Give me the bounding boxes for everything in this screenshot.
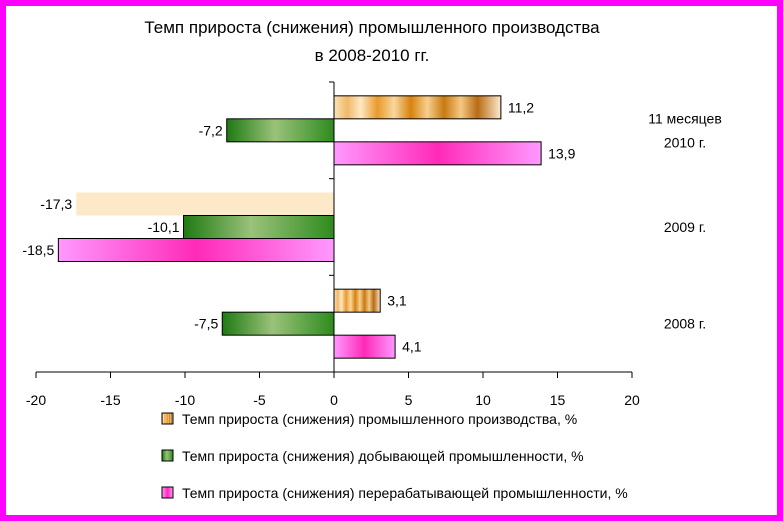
legend-swatch-mining (161, 449, 174, 462)
data-label-industrial-2008: 3,1 (387, 293, 407, 309)
data-label-industrial-2009: -17,3 (40, 196, 72, 212)
x-tick-label: 0 (330, 392, 338, 408)
bar-industrial-2008 (333, 288, 381, 313)
legend: Темп прироста (снижения) промышленного п… (161, 411, 628, 501)
bar-industrial-11m2010 (333, 95, 502, 120)
legend-swatch-industrial (161, 412, 174, 425)
bar-manufacturing-11m2010 (333, 141, 542, 166)
category-label-2009: 2009 г. (664, 219, 706, 235)
x-tick-label: -15 (100, 392, 120, 408)
bar-mining-11m2010 (226, 118, 335, 143)
x-tick-label: -20 (26, 392, 46, 408)
chart-title-line-2: в 2008-2010 гг. (315, 46, 430, 65)
data-label-manufacturing-2008: 4,1 (402, 339, 422, 355)
x-tick-label: -10 (175, 392, 195, 408)
legend-swatch-manufacturing (161, 486, 174, 499)
plot-area: 11,2 -7,2 13,9 11 месяцев 2010 г. -17,3 -10,1 -… (22, 81, 722, 408)
bar-mining-2008 (221, 311, 335, 336)
data-label-industrial-11m2010: 11,2 (508, 99, 534, 115)
bar-industrial-2009 (76, 192, 334, 216)
x-tick-label: 15 (550, 392, 566, 408)
bar-mining-2009 (183, 215, 335, 239)
x-tick-label: 5 (405, 392, 413, 408)
data-label-manufacturing-2009: -18,5 (22, 242, 54, 258)
chart-title-line-1: Темп прироста (снижения) промышленного п… (144, 18, 600, 37)
data-label-mining-2008: -7,5 (194, 316, 218, 332)
x-tick-label: 20 (624, 392, 640, 408)
legend-label-industrial: Темп прироста (снижения) промышленного п… (182, 411, 577, 427)
bar-manufacturing-2008 (333, 334, 396, 359)
bar-manufacturing-2009 (57, 238, 335, 262)
legend-label-mining: Темп прироста (снижения) добывающей пром… (182, 448, 584, 464)
data-label-manufacturing-11m2010: 13,9 (548, 145, 575, 161)
x-tick-label: -5 (253, 392, 266, 408)
legend-label-manufacturing: Темп прироста (снижения) перерабатывающе… (182, 485, 628, 501)
data-label-mining-11m2010: -7,2 (199, 122, 223, 138)
category-label-2008: 2008 г. (664, 316, 706, 332)
category-label-11m2010: 2010 г. (664, 134, 706, 150)
x-tick-label: 10 (475, 392, 491, 408)
category-label-11m2010: 11 месяцев (648, 110, 722, 126)
data-label-mining-2009: -10,1 (148, 219, 180, 235)
